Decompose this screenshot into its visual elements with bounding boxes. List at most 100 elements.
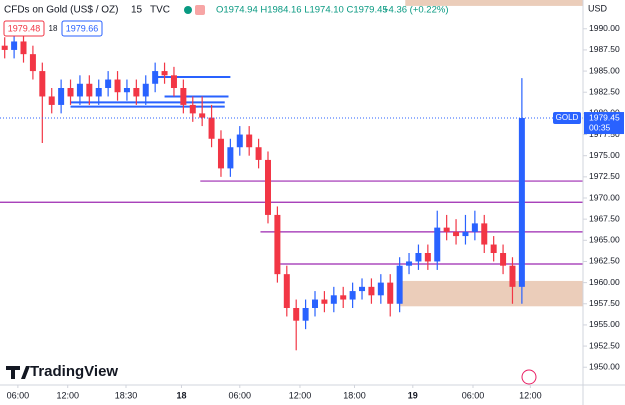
y-tick-label: 1987.50 (589, 44, 620, 54)
candle-body (11, 41, 18, 50)
candle-body (217, 138, 224, 169)
candle-body (236, 134, 243, 148)
change: +4.36 (+0.22%) (383, 5, 449, 16)
logo-icon (6, 366, 30, 379)
candle-body (76, 83, 83, 97)
candle-body (490, 244, 497, 253)
candle-body (415, 253, 422, 262)
logo: TradingView (30, 363, 118, 380)
candle-body (500, 253, 507, 266)
y-tick-label: 1952.50 (589, 340, 620, 350)
candle-body (368, 286, 375, 296)
y-tick-label: 1965.00 (589, 235, 620, 245)
candle-body (387, 282, 394, 304)
candle-body (424, 253, 431, 262)
candle-body (264, 159, 271, 215)
candle-body (58, 88, 65, 105)
candle-body (349, 291, 356, 300)
status-icon (195, 5, 205, 15)
candle-body (377, 282, 384, 296)
candle-body (208, 117, 215, 139)
x-tick-label: 12:00 (519, 390, 542, 400)
candle-body (86, 83, 93, 97)
candle-body (29, 54, 36, 72)
y-tick-label: 1967.50 (589, 213, 620, 223)
candle-body (95, 88, 102, 97)
candle-body (453, 231, 460, 237)
price-value: 1979.45 (589, 112, 620, 122)
candle-body (274, 214, 281, 275)
candle-body (255, 147, 262, 160)
candle-body (406, 261, 413, 266)
candle-body (48, 96, 55, 105)
candle-body (481, 223, 488, 245)
buy-box[interactable] (61, 20, 103, 37)
spread: 18 (49, 24, 58, 33)
candle-body (123, 88, 130, 93)
zone (399, 280, 583, 307)
candle-body (67, 88, 74, 97)
y-tick-label: 1972.50 (589, 171, 620, 181)
x-tick-label: 12:00 (56, 390, 79, 400)
x-tick-label: 06:00 (7, 390, 30, 400)
candle-body (396, 265, 403, 304)
y-tick-label: 1982.50 (589, 86, 620, 96)
status-dot (184, 6, 192, 14)
candle-body (114, 79, 121, 93)
candle-body (359, 286, 366, 292)
candle-body (20, 41, 27, 55)
x-tick-label: 19 (408, 390, 418, 400)
candle-body (152, 71, 159, 84)
candle-body (312, 299, 319, 308)
event-icon[interactable] (521, 369, 537, 385)
candle-body (471, 223, 478, 232)
candle-body (180, 88, 187, 105)
x-tick-label: 18:00 (343, 390, 366, 400)
y-tick-label: 1950.00 (589, 361, 620, 371)
candle-body (189, 104, 196, 114)
y-tick-label: 1960.00 (589, 277, 620, 287)
candle-body (443, 227, 450, 232)
candle-body (462, 231, 469, 237)
candle-body (321, 299, 328, 304)
candle-body (340, 295, 347, 300)
candle-body (133, 88, 140, 97)
candle-body (1, 45, 8, 50)
plot (0, 0, 583, 351)
candle-body (227, 147, 234, 169)
price-name: GOLD (556, 113, 579, 122)
buy-price: 1979.66 (66, 23, 99, 33)
candle-body (170, 75, 177, 88)
x-tick-label: 06:00 (462, 390, 485, 400)
interval: 15 (131, 5, 143, 16)
y-tick-label: 1975.00 (589, 150, 620, 160)
y-tick-label: 1970.00 (589, 192, 620, 202)
price-name-box (553, 112, 581, 125)
ohlc: O1974.94 H1984.16 L1974.10 C1979.45 (216, 5, 388, 16)
candle-body (246, 134, 253, 148)
candle-body (199, 113, 206, 118)
sell-price: 1979.48 (8, 23, 41, 33)
candle-body (105, 79, 112, 88)
y-tick-label: 1990.00 (589, 23, 620, 33)
candle-body (518, 118, 525, 287)
countdown: 00:35 (589, 122, 611, 132)
y-tick-label: 1962.50 (589, 256, 620, 266)
candle-body (302, 308, 309, 321)
candle-body (39, 71, 46, 97)
candle-body (330, 295, 337, 304)
x-tick-label: 06:00 (229, 390, 252, 400)
exchange: TVC (150, 5, 170, 16)
zone (405, 0, 583, 6)
candle-body (434, 227, 441, 262)
candle-body (293, 308, 300, 321)
candle-body (142, 83, 149, 97)
candle-body (283, 274, 290, 308)
candle-body (161, 71, 168, 76)
x-tick-label: 12:00 (289, 390, 312, 400)
sell-box[interactable] (3, 20, 45, 37)
symbol: CFDs on Gold (US$ / OZ) (4, 5, 118, 16)
x-tick-label: 18:30 (115, 390, 138, 400)
price-axis-box (584, 112, 624, 135)
